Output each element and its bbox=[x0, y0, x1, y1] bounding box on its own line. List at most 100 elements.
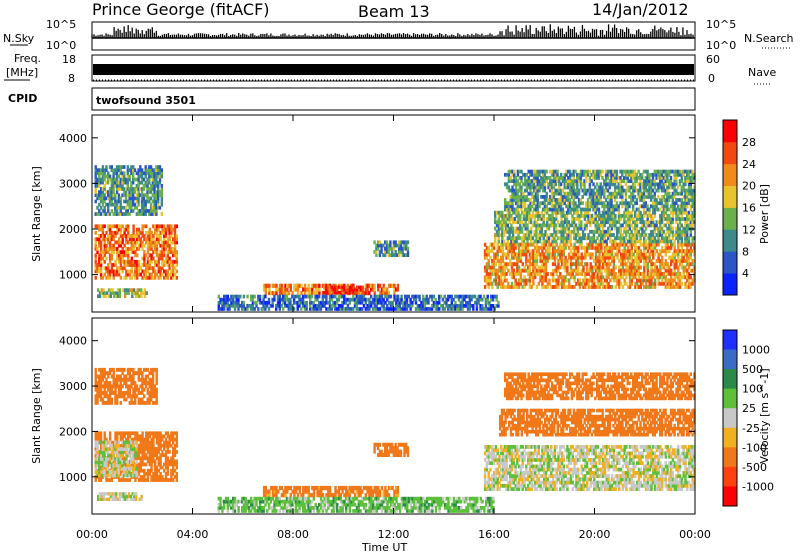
heatmap-cell bbox=[536, 204, 539, 209]
heatmap-cell bbox=[625, 226, 628, 231]
heatmap-cell bbox=[132, 247, 135, 251]
heatmap-cell bbox=[532, 278, 535, 283]
heatmap-cell bbox=[580, 281, 583, 286]
heatmap-cell bbox=[593, 265, 596, 270]
heatmap-cell bbox=[585, 278, 589, 283]
heatmap-cell bbox=[576, 195, 579, 199]
heatmap-cell bbox=[644, 176, 647, 180]
heatmap-cell bbox=[396, 253, 399, 257]
heatmap-cell bbox=[589, 214, 592, 218]
heatmap-cell bbox=[117, 205, 121, 210]
heatmap-cell bbox=[591, 275, 594, 280]
heatmap-cell bbox=[581, 172, 584, 177]
heatmap-cell bbox=[598, 217, 601, 221]
heatmap-cell bbox=[148, 240, 151, 245]
heatmap-cell bbox=[307, 287, 310, 292]
heatmap-cell bbox=[657, 188, 660, 193]
heatmap-cell bbox=[497, 223, 500, 228]
heatmap-cell bbox=[391, 246, 394, 251]
heatmap-cell bbox=[137, 202, 140, 207]
heatmap-cell bbox=[516, 281, 519, 286]
heatmap-cell bbox=[650, 179, 653, 183]
heatmap-cell bbox=[612, 220, 615, 225]
heatmap-cell bbox=[123, 187, 126, 191]
heatmap-cell bbox=[584, 285, 587, 289]
heatmap-cell bbox=[578, 220, 581, 225]
heatmap-cell bbox=[547, 207, 550, 212]
heatmap-cell bbox=[596, 226, 599, 231]
heatmap-cell bbox=[652, 281, 655, 286]
heatmap-cell bbox=[511, 191, 514, 196]
heatmap-cell bbox=[491, 245, 494, 250]
heatmap-cell bbox=[606, 195, 610, 199]
heatmap-cell bbox=[157, 174, 160, 179]
heatmap-cell bbox=[121, 253, 124, 258]
heatmap-cell bbox=[459, 304, 462, 308]
heatmap-cell bbox=[655, 268, 659, 273]
heatmap-cell bbox=[316, 287, 319, 292]
heatmap-cell bbox=[108, 259, 112, 264]
heatmap-cell bbox=[98, 256, 101, 261]
heatmap-cell bbox=[543, 179, 547, 183]
heatmap-cell bbox=[569, 233, 572, 237]
heatmap-cell bbox=[398, 246, 401, 251]
heatmap-cell bbox=[155, 237, 159, 242]
heatmap-cell bbox=[518, 188, 521, 193]
heatmap-cell bbox=[525, 278, 528, 283]
heatmap-cell bbox=[641, 214, 644, 218]
heatmap-cell bbox=[589, 275, 592, 280]
heatmap-cell bbox=[557, 278, 560, 283]
heatmap-cell bbox=[636, 259, 639, 263]
heatmap-cell bbox=[541, 188, 545, 193]
heatmap-cell bbox=[555, 217, 558, 221]
heatmap-cell bbox=[590, 195, 593, 199]
heatmap-cell bbox=[569, 265, 573, 270]
heatmap-cell bbox=[651, 179, 655, 183]
heatmap-cell bbox=[520, 204, 523, 209]
heatmap-cell bbox=[142, 209, 146, 213]
heatmap-cell bbox=[170, 263, 173, 267]
heatmap-cell bbox=[146, 237, 150, 242]
heatmap-cell bbox=[684, 252, 687, 257]
heatmap-cell bbox=[144, 165, 147, 169]
heatmap-cell bbox=[323, 300, 326, 305]
heatmap-cell bbox=[587, 268, 591, 273]
heatmap-cell bbox=[514, 278, 517, 283]
heatmap-cell bbox=[657, 185, 660, 190]
heatmap-cell bbox=[127, 224, 130, 229]
heatmap-cell bbox=[639, 191, 642, 196]
heatmap-cell bbox=[153, 209, 156, 213]
heatmap-cell bbox=[334, 288, 337, 292]
heatmap-cell bbox=[609, 285, 612, 289]
heatmap-cell bbox=[105, 196, 108, 201]
heatmap-cell bbox=[240, 307, 244, 311]
heatmap-cell bbox=[314, 304, 317, 308]
heatmap-cell bbox=[593, 259, 596, 263]
heatmap-cell bbox=[535, 223, 538, 228]
heatmap-cell bbox=[646, 176, 649, 180]
heatmap-cell bbox=[541, 245, 544, 250]
heatmap-cell bbox=[123, 275, 126, 280]
heatmap-cell bbox=[608, 214, 612, 218]
heatmap-cell bbox=[652, 252, 655, 257]
heatmap-cell bbox=[133, 202, 137, 207]
heatmap-cell bbox=[114, 269, 117, 274]
heatmap-cell bbox=[583, 169, 586, 174]
heatmap-cell bbox=[103, 171, 106, 176]
heatmap-cell bbox=[562, 245, 565, 250]
heatmap-cell bbox=[127, 288, 130, 292]
heatmap-cell bbox=[571, 255, 574, 260]
heatmap-cell bbox=[632, 239, 635, 244]
heatmap-cell bbox=[110, 196, 113, 201]
heatmap-cell bbox=[546, 272, 549, 276]
heatmap-cell bbox=[590, 179, 593, 183]
heatmap-cell bbox=[532, 252, 535, 257]
heatmap-cell bbox=[508, 229, 511, 234]
heatmap-cell bbox=[103, 250, 106, 254]
heatmap-cell bbox=[646, 249, 650, 254]
heatmap-cell bbox=[536, 172, 539, 177]
heatmap-cell bbox=[501, 239, 504, 244]
heatmap-cell bbox=[531, 236, 535, 241]
heatmap-cell bbox=[628, 179, 631, 183]
